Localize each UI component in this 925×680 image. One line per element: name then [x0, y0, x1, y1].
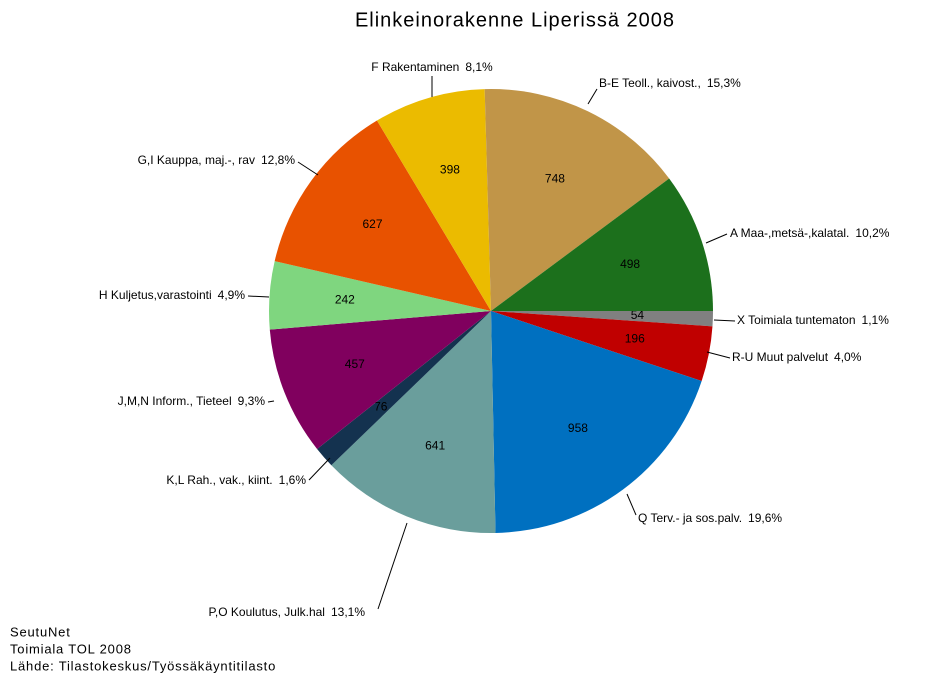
- percent-label: 8,1%: [465, 60, 493, 74]
- category-name: P,O Koulutus, Julk.hal: [208, 605, 325, 619]
- pie-slice: [484, 88, 670, 311]
- pie-slice: [269, 311, 491, 449]
- slice-label: G,I Kauppa, maj.-, rav 12,8%: [138, 153, 296, 167]
- slice-label: X Toimiala tuntematon 1,1%: [737, 313, 889, 327]
- percent-label: 1,6%: [279, 473, 307, 487]
- percent-label: 19,6%: [748, 511, 782, 525]
- pie-slice: [317, 311, 491, 466]
- footer-line: Toimiala TOL 2008: [10, 641, 132, 656]
- category-name: K,L Rah., vak., kiint.: [166, 473, 272, 487]
- slice-value-label: 398: [440, 163, 460, 177]
- leader-line: [377, 522, 408, 610]
- slice-label: F Rakentaminen 8,1%: [371, 60, 493, 74]
- percent-label: 9,3%: [238, 394, 266, 408]
- percent-label: 4,9%: [218, 288, 246, 302]
- category-name: X Toimiala tuntematon: [737, 313, 856, 327]
- leader-line: [267, 400, 275, 403]
- footer-line: SeutuNet: [10, 624, 71, 639]
- percent-label: 12,8%: [261, 153, 295, 167]
- leader-line: [308, 457, 331, 481]
- category-name: R-U Muut palvelut: [732, 350, 829, 364]
- percent-label: 13,1%: [331, 605, 365, 619]
- leader-line: [247, 295, 270, 298]
- leader-line: [587, 88, 598, 105]
- pie-slice: [491, 311, 702, 533]
- slice-value-label: 457: [345, 357, 365, 371]
- category-name: H Kuljetus,varastointi: [99, 288, 212, 302]
- pie-slice: [274, 120, 491, 311]
- slice-label: B-E Teoll., kaivost., 15,3%: [599, 76, 741, 90]
- slice-value-label: 196: [625, 332, 645, 346]
- leader-line: [705, 233, 728, 244]
- slice-value-label: 627: [363, 217, 383, 231]
- percent-label: 15,3%: [707, 76, 741, 90]
- category-name: Q Terv.- ja sos.palv.: [638, 511, 742, 525]
- leader-line: [297, 161, 319, 176]
- leader-line: [713, 319, 736, 322]
- category-name: B-E Teoll., kaivost.,: [599, 76, 701, 90]
- slice-label: K,L Rah., vak., kiint. 1,6%: [166, 473, 306, 487]
- category-name: A Maa-,metsä-,kalatal.: [730, 226, 849, 240]
- pie-slice: [376, 89, 491, 311]
- chart-title: Elinkeinorakenne Liperissä 2008: [355, 9, 675, 31]
- slice-value-label: 54: [631, 308, 645, 322]
- slice-label: Q Terv.- ja sos.palv. 19,6%: [638, 511, 782, 525]
- leader-line: [626, 493, 637, 516]
- leader-line: [706, 351, 731, 359]
- pie-slice: [491, 311, 713, 382]
- slice-value-label: 958: [568, 421, 588, 435]
- slice-value-label: 76: [374, 400, 388, 414]
- category-name: G,I Kauppa, maj.-, rav: [138, 153, 255, 167]
- category-name: J,M,N Inform., Tieteel: [118, 394, 232, 408]
- slice-label: H Kuljetus,varastointi 4,9%: [99, 288, 245, 302]
- pie-slice: [268, 261, 491, 330]
- category-name: F Rakentaminen: [371, 60, 459, 74]
- footer-line: Lähde: Tilastokeskus/Työssäkäyntitilasto: [10, 658, 276, 673]
- slice-value-label: 748: [545, 171, 565, 185]
- slice-value-label: 242: [335, 293, 355, 307]
- slice-label: P,O Koulutus, Julk.hal 13,1%: [208, 605, 365, 619]
- percent-label: 1,1%: [862, 313, 890, 327]
- percent-label: 4,0%: [834, 350, 862, 364]
- pie-slice: [491, 311, 713, 327]
- slice-value-label: 498: [620, 257, 640, 271]
- slice-label: J,M,N Inform., Tieteel 9,3%: [118, 394, 266, 408]
- percent-label: 10,2%: [855, 226, 889, 240]
- pie-slice: [491, 178, 713, 311]
- slice-value-label: 641: [425, 439, 445, 453]
- slice-label: R-U Muut palvelut 4,0%: [732, 350, 862, 364]
- pie-slice: [331, 311, 496, 533]
- slice-label: A Maa-,metsä-,kalatal. 10,2%: [730, 226, 890, 240]
